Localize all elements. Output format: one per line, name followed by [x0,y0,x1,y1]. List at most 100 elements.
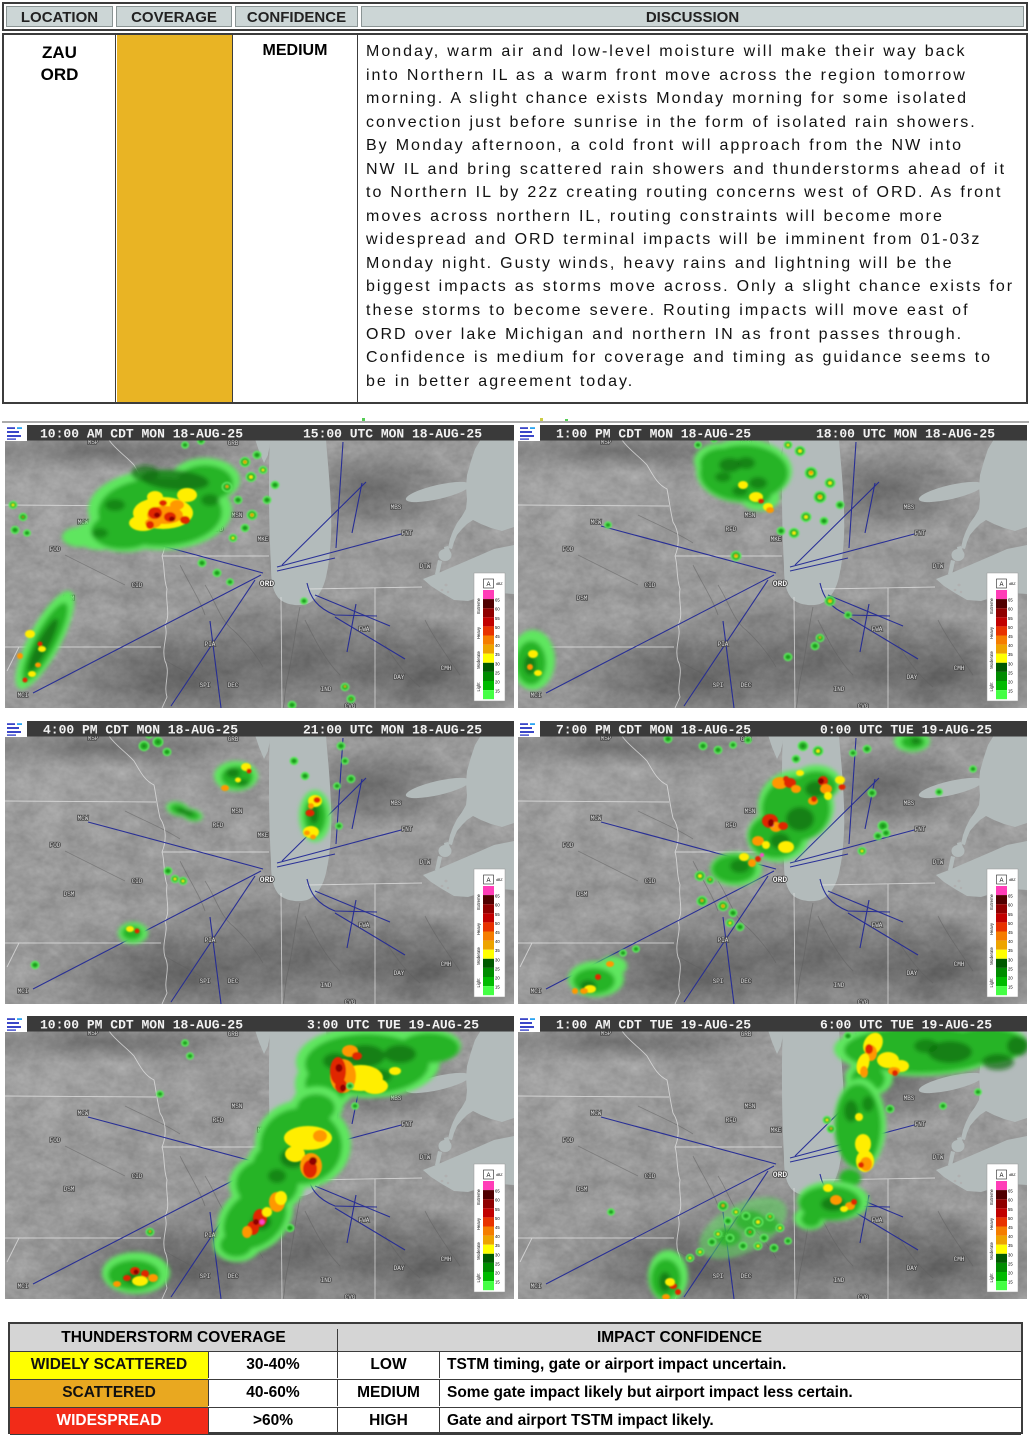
svg-text:15: 15 [495,985,500,990]
svg-text:Moderate: Moderate [989,650,994,668]
svg-text:40: 40 [1008,939,1013,944]
svg-text:60: 60 [1008,1198,1013,1203]
svg-text:Heavy: Heavy [476,922,481,935]
svg-text:A: A [999,878,1003,884]
svg-text:55: 55 [495,1207,500,1212]
svg-text:10:00 PM CDT MON 18-AUG-25: 10:00 PM CDT MON 18-AUG-25 [40,1018,243,1033]
svg-text:dBZ: dBZ [1009,582,1016,586]
svg-text:25: 25 [1008,670,1013,675]
svg-text:60: 60 [495,1198,500,1203]
svg-text:3:00 UTC TUE 19-AUG-25: 3:00 UTC TUE 19-AUG-25 [307,1018,479,1033]
svg-text:65: 65 [1008,598,1013,603]
svg-text:25: 25 [495,670,500,675]
svg-text:Moderate: Moderate [989,946,994,964]
svg-text:40: 40 [495,643,500,648]
svg-text:30: 30 [495,1252,500,1257]
svg-text:65: 65 [1008,1189,1013,1194]
svg-text:45: 45 [495,1225,500,1230]
svg-text:25: 25 [495,966,500,971]
svg-text:Extreme: Extreme [476,598,481,614]
svg-text:A: A [999,582,1003,588]
svg-text:15: 15 [1008,689,1013,694]
svg-text:A: A [999,1173,1003,1179]
svg-text:50: 50 [495,921,500,926]
svg-text:45: 45 [495,634,500,639]
svg-text:15:00 UTC MON 18-AUG-25: 15:00 UTC MON 18-AUG-25 [303,427,482,442]
svg-text:35: 35 [1008,948,1013,953]
svg-text:A: A [486,878,490,884]
svg-text:40: 40 [495,939,500,944]
svg-text:15: 15 [1008,985,1013,990]
svg-text:30: 30 [495,661,500,666]
svg-text:dBZ: dBZ [496,878,503,882]
svg-text:30: 30 [1008,661,1013,666]
svg-text:50: 50 [1008,1216,1013,1221]
svg-text:65: 65 [1008,894,1013,899]
svg-text:6:00 UTC TUE 19-AUG-25: 6:00 UTC TUE 19-AUG-25 [820,1018,992,1033]
svg-text:60: 60 [1008,903,1013,908]
svg-text:dBZ: dBZ [1009,878,1016,882]
svg-text:60: 60 [1008,607,1013,612]
svg-text:Light: Light [989,682,994,692]
svg-text:30: 30 [1008,957,1013,962]
svg-text:30: 30 [495,957,500,962]
svg-text:60: 60 [495,607,500,612]
svg-text:Extreme: Extreme [989,1189,994,1205]
svg-text:Heavy: Heavy [989,1217,994,1230]
svg-text:1:00 PM CDT MON 18-AUG-25: 1:00 PM CDT MON 18-AUG-25 [556,427,751,442]
svg-text:50: 50 [495,625,500,630]
svg-text:Heavy: Heavy [989,922,994,935]
svg-text:15: 15 [495,1280,500,1285]
svg-text:65: 65 [495,598,500,603]
svg-text:55: 55 [495,912,500,917]
svg-text:55: 55 [1008,912,1013,917]
svg-text:65: 65 [495,1189,500,1194]
svg-text:45: 45 [1008,1225,1013,1230]
svg-text:Moderate: Moderate [476,1241,481,1259]
svg-text:55: 55 [1008,1207,1013,1212]
svg-text:25: 25 [1008,966,1013,971]
svg-text:60: 60 [495,903,500,908]
svg-text:Light: Light [989,1273,994,1283]
svg-text:Moderate: Moderate [476,650,481,668]
svg-text:20: 20 [495,1271,500,1276]
svg-text:15: 15 [1008,1280,1013,1285]
svg-text:25: 25 [495,1261,500,1266]
svg-text:35: 35 [1008,652,1013,657]
svg-text:40: 40 [1008,1234,1013,1239]
svg-text:A: A [486,582,490,588]
svg-text:A: A [486,1173,490,1179]
svg-text:35: 35 [1008,1243,1013,1248]
svg-text:10:00 AM CDT MON 18-AUG-25: 10:00 AM CDT MON 18-AUG-25 [40,427,243,442]
svg-text:35: 35 [495,948,500,953]
svg-text:Extreme: Extreme [989,894,994,910]
svg-text:1:00 AM CDT TUE 19-AUG-25: 1:00 AM CDT TUE 19-AUG-25 [556,1018,751,1033]
svg-text:Heavy: Heavy [476,626,481,639]
svg-text:45: 45 [1008,634,1013,639]
svg-text:Extreme: Extreme [476,1189,481,1205]
svg-text:Light: Light [476,682,481,692]
svg-text:20: 20 [1008,976,1013,981]
svg-text:35: 35 [495,652,500,657]
svg-text:Heavy: Heavy [989,626,994,639]
svg-text:0:00 UTC TUE 19-AUG-25: 0:00 UTC TUE 19-AUG-25 [820,723,992,738]
svg-text:55: 55 [1008,616,1013,621]
svg-text:Moderate: Moderate [989,1241,994,1259]
svg-text:Extreme: Extreme [476,894,481,910]
svg-text:Moderate: Moderate [476,946,481,964]
svg-text:dBZ: dBZ [1009,1173,1016,1177]
svg-text:Light: Light [476,978,481,988]
svg-text:20: 20 [495,976,500,981]
svg-text:21:00 UTC MON 18-AUG-25: 21:00 UTC MON 18-AUG-25 [303,723,482,738]
svg-text:7:00 PM CDT MON 18-AUG-25: 7:00 PM CDT MON 18-AUG-25 [556,723,751,738]
svg-text:65: 65 [495,894,500,899]
svg-text:35: 35 [495,1243,500,1248]
svg-text:30: 30 [1008,1252,1013,1257]
svg-text:40: 40 [495,1234,500,1239]
svg-text:4:00 PM CDT MON 18-AUG-25: 4:00 PM CDT MON 18-AUG-25 [43,723,238,738]
svg-text:50: 50 [495,1216,500,1221]
svg-text:dBZ: dBZ [496,582,503,586]
svg-text:25: 25 [1008,1261,1013,1266]
svg-text:40: 40 [1008,643,1013,648]
svg-text:Heavy: Heavy [476,1217,481,1230]
